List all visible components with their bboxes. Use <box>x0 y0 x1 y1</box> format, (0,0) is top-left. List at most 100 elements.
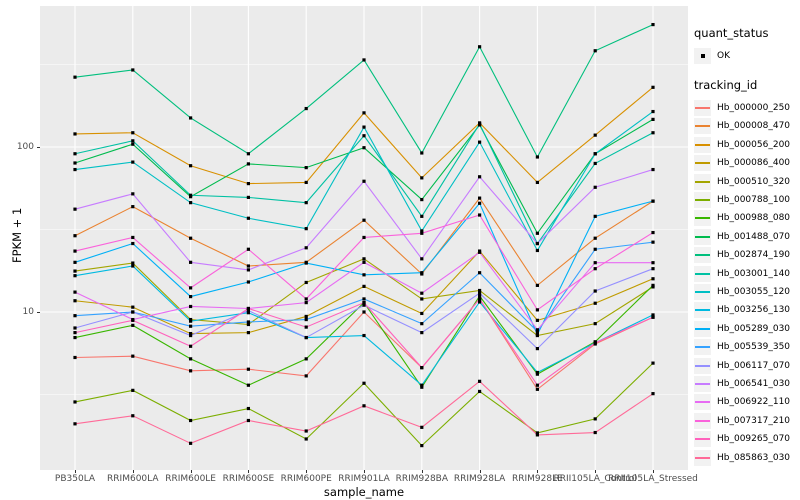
data-point <box>131 131 135 135</box>
x-tick-mark <box>595 470 597 473</box>
data-point <box>535 318 539 322</box>
data-point <box>73 331 77 335</box>
data-point <box>73 400 77 404</box>
data-point <box>73 161 77 165</box>
data-point <box>189 294 193 299</box>
x-tick-label: RRII105LA_Control <box>553 474 637 484</box>
plot-canvas <box>40 6 688 470</box>
data-point <box>535 328 539 332</box>
data-point <box>420 197 424 202</box>
data-point <box>73 75 77 79</box>
data-point <box>478 250 482 254</box>
data-point <box>362 284 366 288</box>
x-tick-label: PB350LA <box>54 474 96 484</box>
legend-label: Hb_006922_110 <box>717 397 791 408</box>
legend-label: Hb_000788_100 <box>717 195 791 206</box>
data-point <box>131 241 135 246</box>
legend-key-line <box>695 419 710 422</box>
legend-key-line <box>695 217 710 220</box>
legend-title-tracking-id: tracking_id <box>694 78 758 93</box>
data-point <box>362 260 366 264</box>
data-point <box>478 297 482 301</box>
data-point <box>304 301 308 305</box>
data-point <box>304 246 308 250</box>
data-point <box>246 152 250 156</box>
legend-key-line <box>695 143 710 146</box>
legend-item-Hb_000086_400: Hb_000086_400 <box>694 155 800 172</box>
data-point <box>593 185 597 189</box>
data-point <box>246 311 250 315</box>
legend-label: Hb_003001_140 <box>717 268 791 279</box>
data-point <box>651 267 655 271</box>
data-point <box>304 201 308 205</box>
legend-item-Hb_009265_070: Hb_009265_070 <box>694 430 800 448</box>
data-point <box>478 288 482 293</box>
data-point <box>420 331 424 335</box>
data-point <box>304 314 308 319</box>
data-point <box>651 167 655 172</box>
data-point <box>362 381 366 385</box>
data-point <box>593 247 597 251</box>
legend-label: Hb_002874_190 <box>717 250 791 261</box>
legend-item-Hb_001488_070: Hb_001488_070 <box>694 228 800 245</box>
data-point <box>131 323 135 327</box>
x-tick-mark <box>537 470 539 473</box>
data-point <box>593 430 597 435</box>
legend-key-line <box>695 438 710 441</box>
data-point <box>651 261 655 265</box>
data-point <box>189 344 193 348</box>
data-point <box>131 310 135 314</box>
data-point <box>535 248 539 253</box>
data-point <box>246 322 250 327</box>
legend-item-Hb_003256_130: Hb_003256_130 <box>694 302 800 319</box>
x-tick-mark <box>653 470 654 473</box>
legend-key-line <box>695 254 710 257</box>
data-point <box>189 369 193 373</box>
data-point <box>73 314 77 318</box>
data-point <box>131 261 135 265</box>
data-point <box>651 277 655 281</box>
legend-item-Hb_000056_200: Hb_000056_200 <box>694 136 800 153</box>
data-point <box>304 180 308 185</box>
data-point <box>535 370 539 375</box>
data-point <box>246 406 250 411</box>
data-point <box>651 283 655 287</box>
data-point <box>651 230 655 235</box>
data-point <box>246 367 250 371</box>
data-point <box>246 162 250 166</box>
data-point <box>420 383 424 387</box>
data-point <box>478 389 482 394</box>
data-point <box>131 264 135 268</box>
data-point <box>73 167 77 172</box>
data-point <box>420 231 424 235</box>
data-point <box>73 299 77 303</box>
legend-item-Hb_000000_250: Hb_000000_250 <box>694 99 800 117</box>
data-point <box>73 269 77 273</box>
data-point <box>420 214 424 218</box>
data-point <box>420 311 424 316</box>
data-point <box>131 235 135 240</box>
legend-key-line <box>695 162 710 165</box>
data-point <box>651 392 655 396</box>
data-point <box>131 68 135 72</box>
data-point <box>362 235 366 240</box>
data-point <box>73 234 77 238</box>
data-point <box>131 205 135 209</box>
data-point <box>73 260 77 264</box>
data-point <box>362 273 366 277</box>
data-point <box>535 433 539 437</box>
data-point <box>651 315 655 319</box>
data-point <box>131 142 135 146</box>
data-point <box>362 111 366 115</box>
data-point <box>189 331 193 336</box>
legend-label: Hb_003055_120 <box>717 286 791 297</box>
x-tick-mark <box>75 470 76 473</box>
x-tick-mark <box>190 470 192 473</box>
data-point <box>593 49 597 53</box>
x-tick-label: RRIM928LE <box>511 474 563 484</box>
data-point <box>478 140 482 144</box>
data-point <box>362 125 366 129</box>
y-tick-label: 10 <box>22 306 34 317</box>
data-point <box>131 192 135 196</box>
data-point <box>246 268 250 272</box>
